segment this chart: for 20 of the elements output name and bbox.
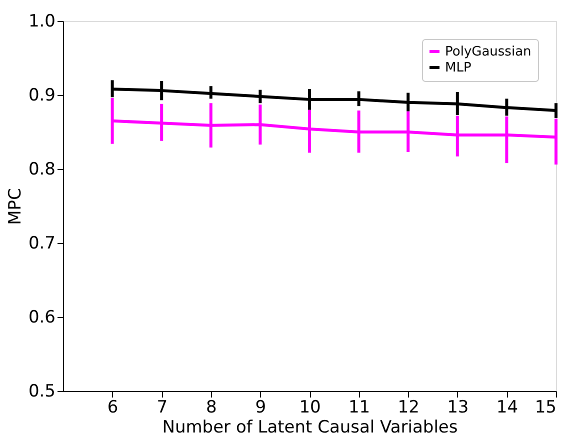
x-tick-label: 6 <box>107 398 118 418</box>
x-tick-label: 10 <box>299 398 321 418</box>
x-tick-label: 15 <box>534 398 556 418</box>
x-axis-title: Number of Latent Causal Variables <box>162 418 458 438</box>
x-tick-label: 14 <box>496 398 518 418</box>
legend-label: PolyGaussian <box>445 44 532 60</box>
x-tick-label: 8 <box>206 398 217 418</box>
y-tick-label: 0.5 <box>28 382 56 402</box>
x-tick-label: 12 <box>398 398 420 418</box>
y-tick-label: 1.0 <box>28 12 56 32</box>
x-tick-label: 7 <box>156 398 168 418</box>
legend-label: MLP <box>445 60 472 76</box>
x-tick-label: 13 <box>447 398 469 418</box>
x-tick-label: 11 <box>348 398 370 418</box>
y-tick-label: 0.6 <box>28 308 56 328</box>
y-tick-label: 0.9 <box>28 86 56 106</box>
x-tick-label: 9 <box>255 398 266 418</box>
y-axis-title: MPC <box>5 188 26 225</box>
y-tick-label: 0.8 <box>28 160 56 180</box>
y-tick-label: 0.7 <box>28 234 56 254</box>
